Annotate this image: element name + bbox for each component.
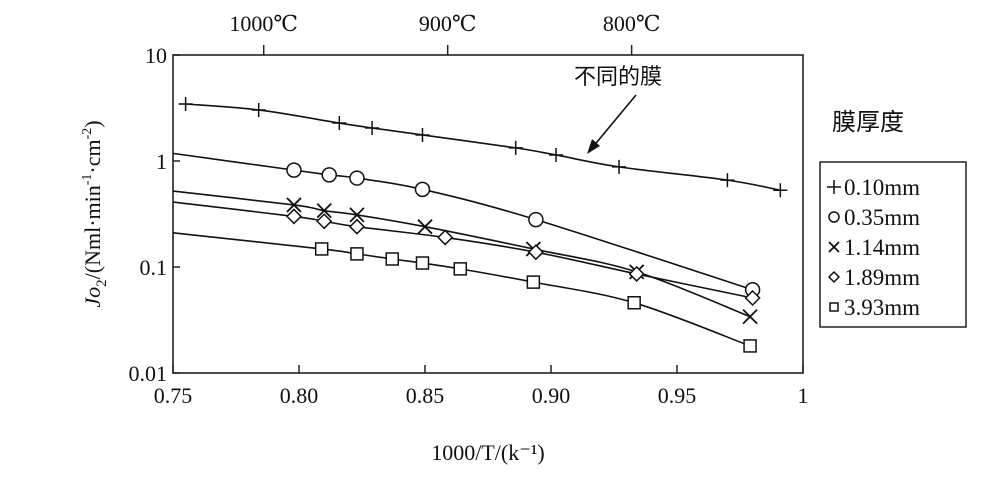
- y-tick-label: 0.1: [140, 255, 168, 280]
- diamond-marker: [628, 265, 645, 283]
- square-marker: [829, 302, 839, 312]
- circle-marker: [828, 211, 840, 223]
- cross-marker: [349, 207, 365, 223]
- cross-marker: [316, 203, 332, 219]
- series-curve-0.10mm: [185, 103, 781, 192]
- top-tick-label: 1000℃: [229, 11, 298, 36]
- plus-marker: [415, 127, 430, 142]
- x-tick-label: 1: [798, 383, 809, 408]
- legend-label: 1.89mm: [844, 265, 920, 290]
- plus-marker: [178, 96, 193, 111]
- x-tick-label: 0.85: [406, 383, 445, 408]
- diamond-marker: [348, 218, 366, 235]
- circle-marker: [321, 167, 337, 183]
- legend-title: 膜厚度: [832, 109, 904, 136]
- y-axis-label: Jo2/(Nml·min-1·cm-2): [80, 120, 110, 307]
- diamond-marker: [744, 289, 761, 307]
- plus-marker: [508, 140, 523, 155]
- legend-label: 0.35mm: [844, 205, 920, 230]
- plus-marker: [773, 183, 788, 198]
- top-tick-label: 900℃: [419, 11, 477, 36]
- diamond-marker: [827, 270, 841, 284]
- x-tick-label: 0.80: [280, 383, 319, 408]
- plus-marker: [827, 180, 841, 194]
- legend-label: 1.14mm: [844, 235, 920, 260]
- plus-marker: [612, 159, 627, 174]
- series-curve-1.89mm: [172, 201, 753, 299]
- annotation-text: 不同的膜: [574, 64, 662, 89]
- square-marker: [350, 247, 364, 261]
- series-curve-3.93mm: [172, 232, 751, 347]
- diamond-marker: [285, 208, 303, 225]
- legend-label: 3.93mm: [844, 295, 920, 320]
- square-marker: [385, 252, 399, 266]
- circle-marker: [414, 181, 431, 198]
- x-tick-label: 0.90: [532, 383, 571, 408]
- diamond-marker: [316, 213, 333, 230]
- circle-marker: [528, 211, 544, 228]
- plus-marker: [365, 120, 380, 135]
- cross-marker: [742, 309, 758, 325]
- legend-box: [819, 161, 967, 328]
- square-marker: [743, 339, 757, 353]
- x-axis-label: 1000/T/(k⁻¹): [431, 440, 545, 465]
- plus-marker: [332, 116, 347, 131]
- annotation-arrowhead: [587, 139, 600, 154]
- cross-marker: [828, 241, 840, 253]
- annotation-arrow: [591, 94, 637, 149]
- square-marker: [314, 242, 329, 256]
- plot-frame: [172, 54, 804, 374]
- circle-marker: [286, 162, 302, 178]
- x-tick-label: 0.95: [658, 383, 697, 408]
- square-marker: [453, 262, 468, 276]
- y-tick-label: 10: [145, 43, 167, 68]
- cross-marker: [417, 219, 433, 235]
- top-tick-label: 800℃: [603, 11, 661, 36]
- square-marker: [526, 275, 541, 289]
- y-tick-label: 0.01: [129, 361, 168, 386]
- plus-marker: [720, 173, 735, 188]
- plus-marker: [251, 102, 266, 117]
- plus-marker: [549, 147, 564, 162]
- square-marker: [415, 256, 430, 270]
- diamond-marker: [437, 229, 454, 246]
- cross-marker: [286, 197, 302, 213]
- y-tick-label: 1: [156, 149, 167, 174]
- circle-marker: [349, 170, 365, 186]
- x-tick-label: 0.75: [154, 383, 193, 408]
- diamond-marker: [527, 244, 544, 261]
- series-curve-1.14mm: [172, 190, 751, 318]
- square-marker: [627, 295, 641, 310]
- legend-label: 0.10mm: [844, 175, 920, 200]
